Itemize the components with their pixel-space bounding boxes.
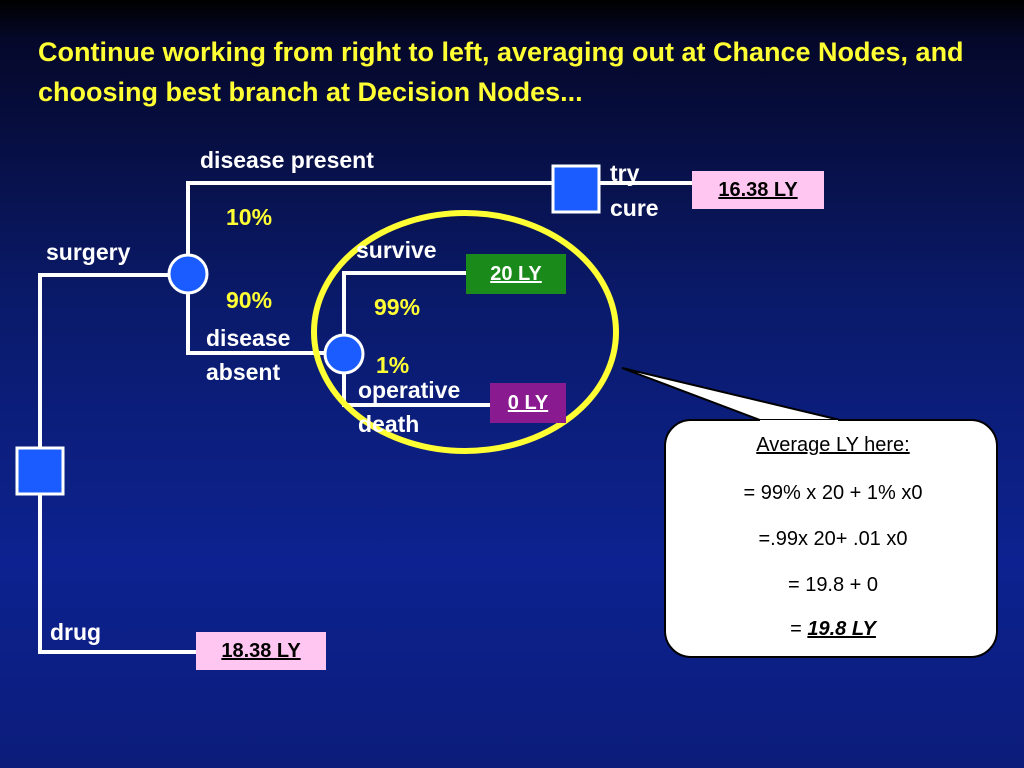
callout-pointer [621,367,841,421]
prob-disease-present: 10% [226,204,273,230]
callout-bubble [621,367,998,658]
highlight-ellipse [311,210,619,454]
tree-branches [38,181,692,654]
label-death: death [358,411,420,437]
branch-drug [38,494,196,654]
outcome-drug: 18.38 LY [196,632,326,670]
outcome-survive: 20 LY [466,254,566,294]
label-cure: cure [610,195,659,221]
label-operative: operative [358,377,461,403]
outcome-operative-death: 0 LY [490,383,566,423]
prob-survive: 99% [374,294,421,320]
prob-operative-death: 1% [376,352,410,378]
decision-node-try-cure [551,164,601,214]
label-drug: drug [50,619,102,645]
prob-disease-absent: 90% [226,287,273,313]
label-surgery: surgery [46,239,131,265]
label-disease: disease [206,325,291,351]
label-try: try [610,160,640,186]
label-absent: absent [206,359,281,385]
decision-node-main [15,446,65,496]
branch-disease-present [186,181,555,256]
label-survive: survive [356,237,437,263]
branch-disease-absent [186,292,326,355]
branch-survive [342,271,468,337]
outcome-try-cure: 16.38 LY [692,171,824,209]
callout-box [664,419,998,658]
slide-title: Continue working from right to left, ave… [38,37,964,107]
chance-node-surgery-outcome [323,333,365,375]
label-disease-present: disease present [200,147,374,173]
branch-surgery [38,273,170,448]
chance-node-disease [167,253,209,295]
